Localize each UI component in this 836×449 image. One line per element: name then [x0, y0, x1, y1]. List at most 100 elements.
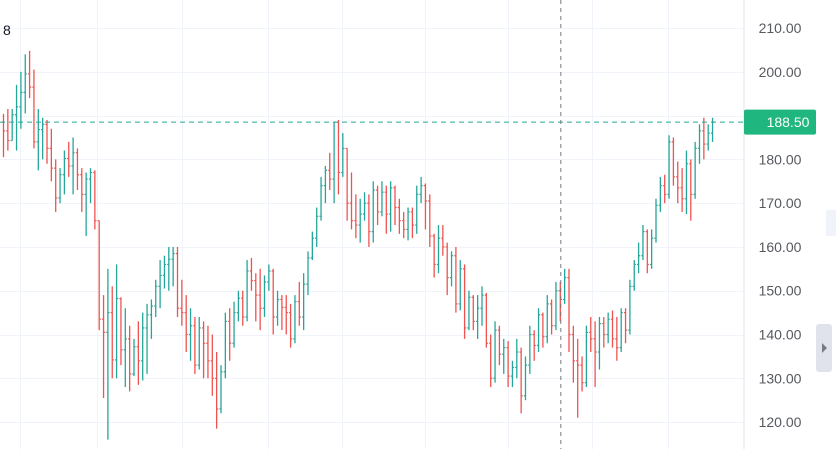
ohlc-bar — [571, 325, 575, 383]
scroll-indicator[interactable] — [826, 210, 836, 236]
ohlc-bar — [389, 181, 393, 232]
ohlc-bar — [197, 316, 201, 370]
ohlc-bar — [493, 321, 497, 383]
price-axis-tick-label: 200.00 — [759, 64, 802, 80]
ohlc-bar — [584, 325, 588, 388]
ohlc-bar — [341, 133, 345, 177]
ohlc-bar — [428, 194, 432, 247]
ohlc-bar — [506, 341, 510, 388]
price-axis-tick-label: 150.00 — [759, 283, 802, 299]
ohlc-bar — [684, 150, 689, 215]
ohlc-bar — [554, 281, 558, 331]
ohlc-bar — [206, 325, 210, 379]
ohlc-bar — [210, 334, 214, 396]
ohlc-bar — [280, 295, 284, 331]
ohlc-bar — [471, 295, 475, 331]
ohlc-bar — [19, 71, 23, 129]
ohlc-bar — [75, 148, 80, 191]
ohlc-bar — [362, 192, 367, 221]
ohlc-bar — [628, 279, 632, 335]
ohlc-bar — [71, 137, 75, 195]
ohlc-bar — [706, 124, 710, 151]
ohlc-bar — [97, 220, 101, 331]
ohlc-bar — [676, 161, 680, 204]
ohlc-bar — [510, 360, 515, 388]
chevron-right-icon[interactable] — [822, 343, 827, 353]
ohlc-bar — [123, 308, 127, 388]
ohlc-bar — [49, 128, 53, 182]
ohlc-bar — [397, 198, 401, 234]
ohlc-bar — [171, 246, 175, 287]
ohlc-bar — [315, 207, 319, 247]
ohlc-bar — [345, 147, 349, 221]
ohlc-bar — [632, 260, 636, 291]
ohlc-bar — [254, 273, 258, 322]
scroll-handle[interactable] — [816, 324, 832, 372]
ohlc-bar — [88, 168, 93, 204]
ohlc-bar — [610, 310, 615, 348]
ohlc-bar — [141, 312, 145, 381]
ohlc-bar — [262, 275, 267, 317]
ohlc-bar — [410, 207, 414, 239]
ohlc-bar — [14, 84, 19, 151]
ohlc-bar — [489, 334, 493, 388]
price-axis-tick-label: 210.00 — [759, 20, 802, 36]
ohlc-bar — [132, 338, 136, 377]
ohlc-bar — [323, 165, 327, 204]
ohlc-bar — [115, 264, 119, 379]
ohlc-bar — [358, 198, 362, 243]
ohlc-bar — [567, 268, 571, 353]
ohlc-bar — [310, 231, 314, 261]
ohlc-bar — [32, 69, 36, 149]
ohlc-bar — [641, 225, 645, 261]
ohlc-bar — [515, 338, 519, 379]
ohlc-bar — [371, 181, 375, 243]
ohlc-bar — [328, 152, 332, 191]
ohlc-bar — [623, 308, 628, 344]
ohlc-bar — [228, 308, 232, 361]
ohlc-bar — [306, 251, 310, 296]
ohlc-bar — [249, 257, 254, 291]
ohlc-bar — [167, 246, 171, 291]
price-axis-tick-label: 130.00 — [759, 370, 802, 386]
ohlc-bar — [10, 109, 14, 142]
ohlc-bar — [432, 233, 436, 278]
ohlc-bar — [697, 124, 702, 164]
ohlc-bar — [62, 150, 66, 195]
ohlc-bar — [680, 168, 684, 212]
ohlc-bar — [645, 229, 649, 274]
ohlc-bar — [689, 159, 693, 221]
ohlc-bar — [445, 242, 449, 296]
ohlc-bar — [502, 338, 506, 374]
price-tag-background — [744, 109, 816, 135]
price-axis-tick-label: 120.00 — [759, 414, 802, 430]
price-axis[interactable]: 210.00 200.00 180.00 170.00 160.00 150.00 140.… — [759, 20, 802, 430]
ohlc-bar — [663, 174, 667, 204]
ohlc-bar — [319, 176, 323, 221]
ohlc-bar — [406, 207, 410, 241]
ohlc-bar — [145, 303, 149, 374]
ohlc-bar — [267, 264, 271, 291]
ohlc-bar — [180, 279, 184, 326]
ohlc-bar — [45, 119, 49, 164]
ohlc-bar — [349, 172, 354, 230]
ohlc-bar — [497, 325, 501, 366]
ohlc-bar — [710, 117, 715, 142]
ohlc-bar — [93, 170, 97, 230]
ohlc-bar — [23, 54, 27, 114]
ohlc-bar — [550, 299, 554, 335]
ohlc-bar — [188, 308, 193, 361]
ohlc-bar — [671, 137, 675, 186]
ohlc-bar — [693, 141, 697, 199]
ohlc-bar — [241, 290, 245, 326]
ohlc-bar — [654, 198, 658, 243]
ohlc-bar — [58, 168, 62, 204]
ohlc-bar — [202, 321, 206, 379]
price-axis-tick-label: 170.00 — [759, 195, 802, 211]
ohlc-bar — [271, 268, 275, 335]
ohlc-bar — [6, 109, 10, 151]
ohlc-bar — [458, 260, 462, 311]
ohlc-bar — [293, 295, 297, 344]
ohlc-bar — [119, 297, 123, 366]
